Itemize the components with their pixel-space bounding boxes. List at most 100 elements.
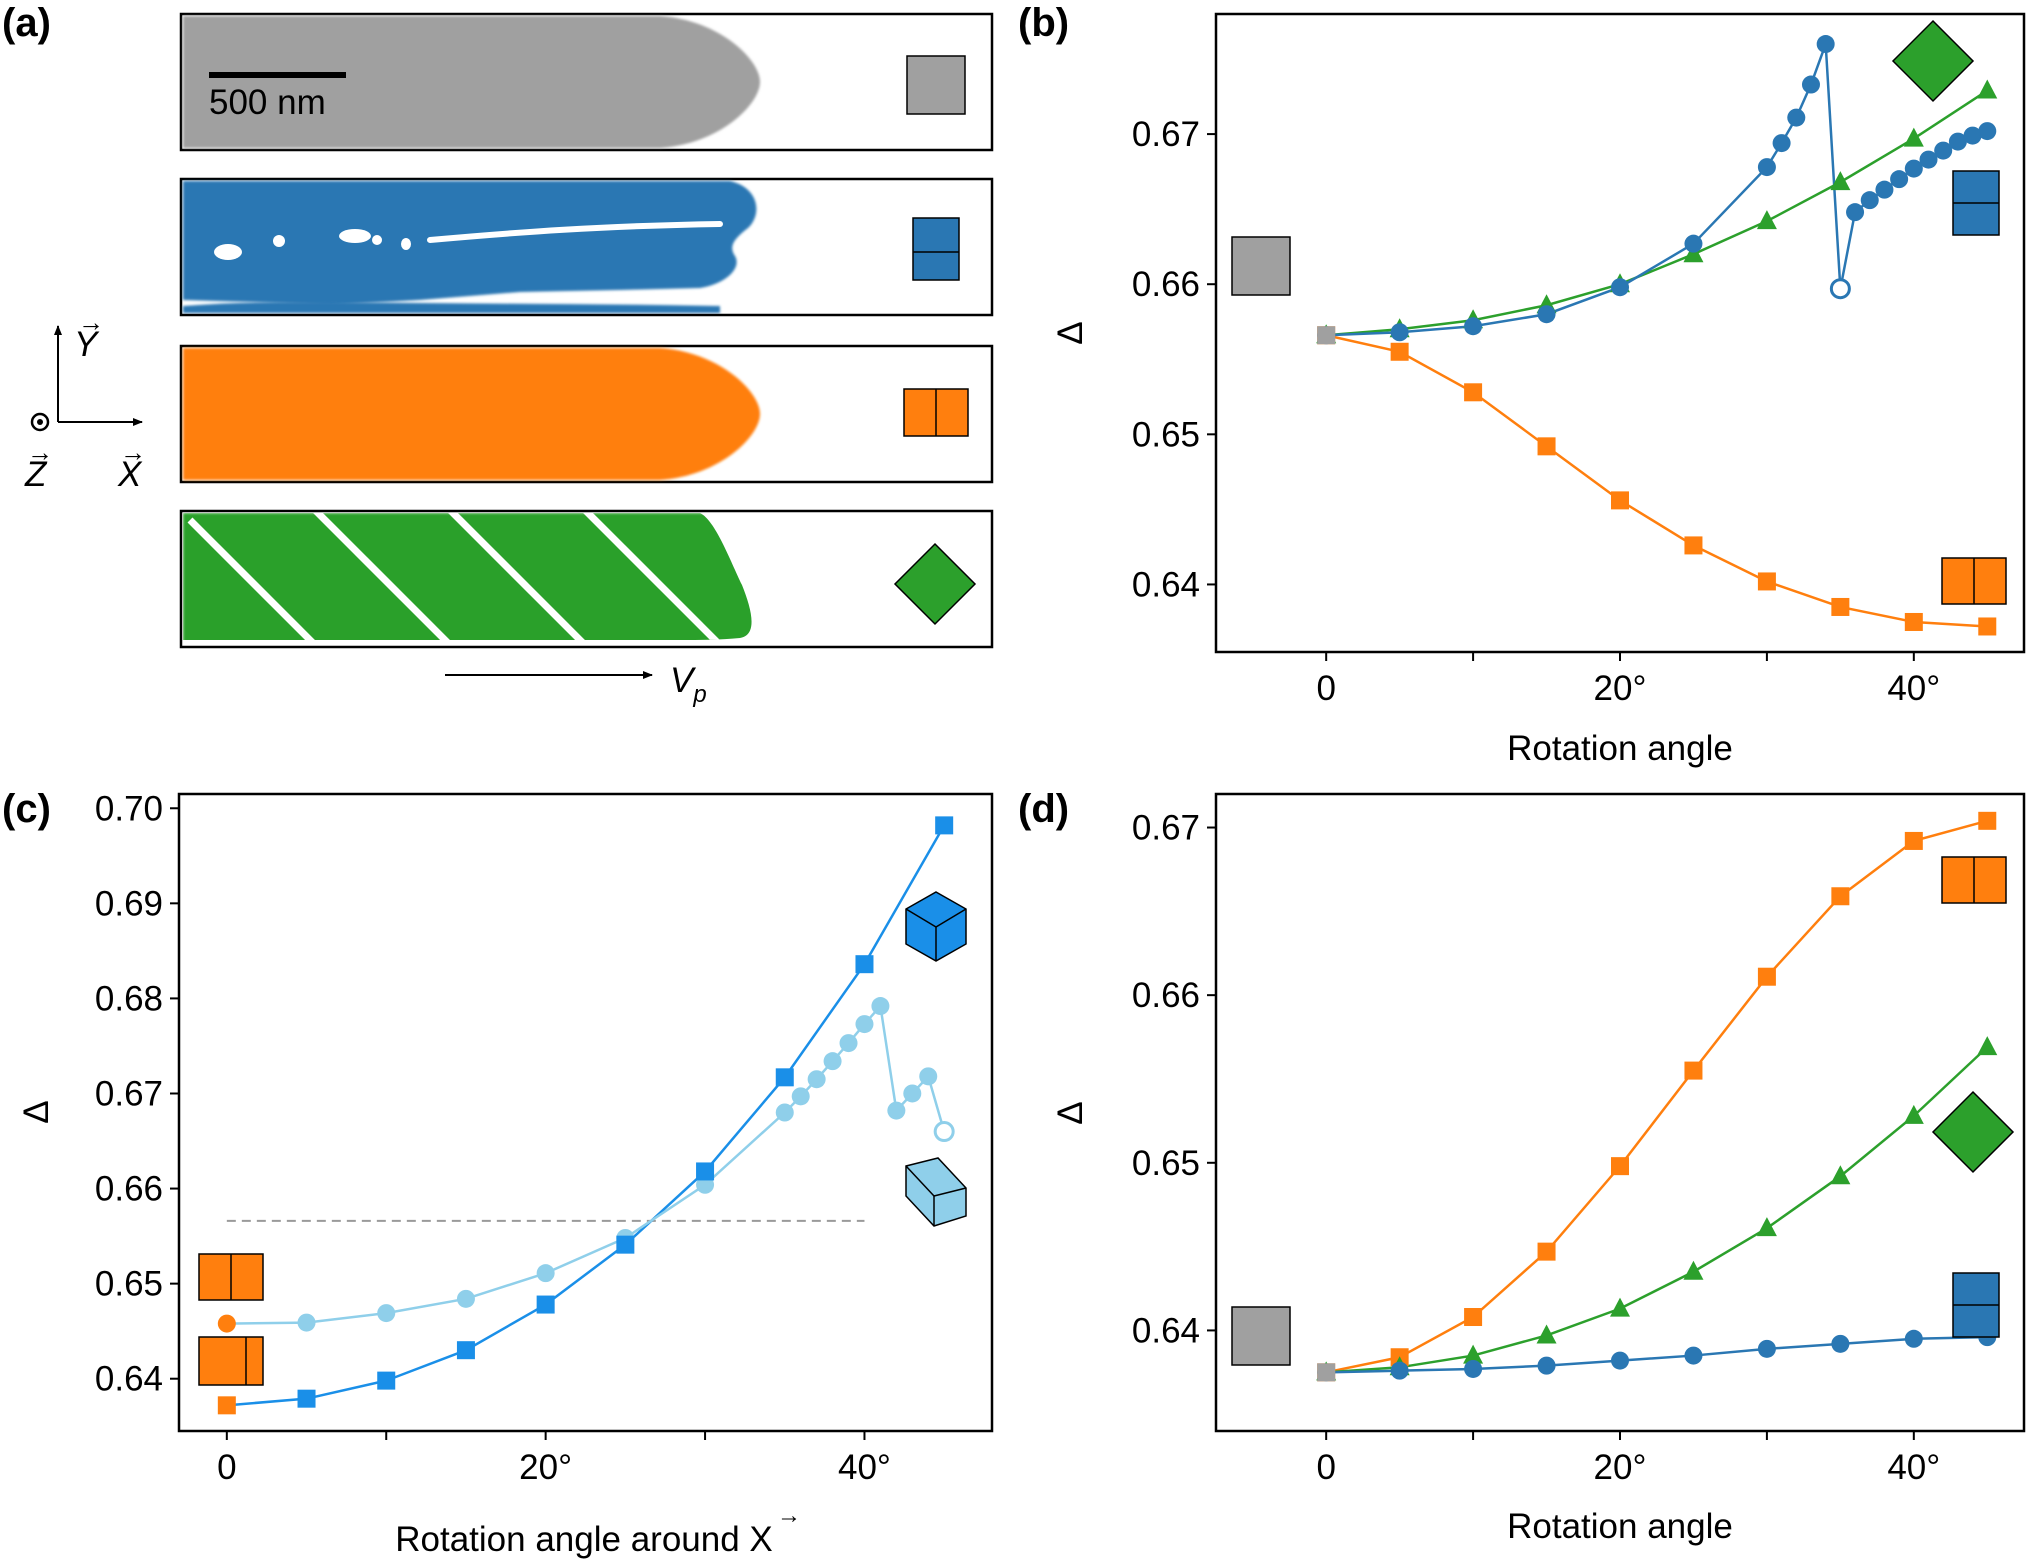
svg-text:→: → [27,437,53,467]
data-point-b-blue [1757,158,1776,177]
blue-domain [183,181,757,305]
data-point-b-orange [1464,383,1483,402]
data-point-d-blue [1757,1339,1776,1358]
data-point-b-orange [1611,491,1629,510]
bright-blue-cube-icon [905,891,967,962]
data-point-c-bright-blue [297,1389,316,1408]
data-point-b-blue [1860,191,1879,210]
y-axis-label-d: Δ [1051,1101,1090,1124]
data-point-b-blue [1787,108,1806,127]
data-point-c-light-blue [887,1101,906,1120]
axis-x-label: X [117,455,143,494]
data-point-d-green [1903,1104,1924,1124]
series-line-d-blue [1326,1335,1988,1374]
data-point-d-green [1683,1260,1704,1280]
y-tick-label-c: 0.66 [95,1170,163,1209]
axis-z-label: Z [24,455,48,494]
data-point-c-light-blue [775,1103,794,1122]
blue-split-square-icon [1952,170,2000,236]
data-point-b-orange [1390,342,1409,361]
data-point-b-green [1683,243,1704,263]
y-tick-label-d: 0.67 [1132,809,1200,848]
data-point-c-bright-blue [456,1341,475,1360]
data-point-d-green [1977,1036,1998,1056]
data-point-b-orange [1757,572,1776,591]
x-axis-label-b: Rotation angle [1507,729,1733,768]
data-point-c-light-blue [933,1121,955,1143]
panel-label-c: (c) [2,787,51,831]
data-point-d-orange [1757,967,1776,986]
data-point-b-orange [1904,612,1923,631]
velocity-label: Vp [670,661,707,708]
data-point-b-blue [1890,170,1909,189]
data-point-c-light-blue [823,1052,842,1071]
data-point-d-green [1610,1297,1630,1317]
green-diamond-icon [893,542,977,626]
start-point-b [1317,326,1336,345]
y-tick-label-c: 0.70 [95,789,163,828]
data-point-d-orange [1464,1308,1483,1327]
start-point-c [217,1314,236,1333]
data-point-b-blue [1919,150,1938,169]
data-point-d-orange [1831,887,1850,906]
panel-label-d: (d) [1018,787,1069,831]
scale-bar-label: 500 nm [209,83,326,122]
data-point-b-blue [1829,278,1851,300]
gray-square-icon [1231,1306,1291,1366]
orange-split-square-icon [1941,557,2007,605]
data-point-d-orange [1978,811,1997,830]
data-point-c-bright-blue [855,955,874,974]
y-tick-label-b: 0.64 [1132,565,1200,604]
y-tick-label-b: 0.66 [1132,265,1200,304]
data-point-d-blue [1464,1359,1483,1378]
data-point-b-blue [1875,180,1894,199]
panel-d: 0.64 0.65 0.66 0.67 0 20° 40° Rotation angle Δ [1051,792,2026,1546]
data-point-b-green [1830,171,1851,191]
x-tick-label-b: 0 [1316,669,1335,708]
data-point-d-orange [1684,1061,1703,1080]
data-point-b-orange [1978,617,1997,636]
velocity-arrow: Vp [445,661,707,708]
light-blue-cube-icon [905,1157,967,1227]
orange-split-square-icon [198,1253,264,1301]
data-point-d-green [1830,1165,1851,1185]
data-point-d-orange [1537,1242,1556,1261]
gray-square-icon [1231,236,1291,296]
svg-text:→: → [78,307,104,337]
data-point-b-orange [1684,536,1703,555]
x-tick-label-c: 0 [217,1448,236,1487]
panel-label-b: (b) [1018,1,1069,45]
y-tick-label-d: 0.65 [1132,1144,1200,1183]
data-point-c-light-blue [807,1070,826,1089]
data-point-d-blue [1684,1346,1703,1365]
data-point-c-bright-blue [536,1295,555,1314]
data-point-d-blue [1904,1329,1923,1348]
data-point-c-light-blue [903,1084,922,1103]
y-tick-label-c: 0.65 [95,1265,163,1304]
gray-square-icon [906,55,966,115]
orange-split-square-icon [903,388,969,437]
data-point-c-light-blue [297,1313,316,1332]
data-point-d-green [1463,1344,1484,1364]
data-point-d-blue [1831,1334,1850,1353]
panel-b: 0.64 0.65 0.66 0.67 0 20° 40° Rotation angle Δ [1051,12,2026,768]
data-point-c-light-blue [839,1034,858,1053]
y-tick-label-d: 0.66 [1132,976,1200,1015]
blue-split-square-icon [912,217,960,281]
data-point-c-light-blue [871,997,890,1016]
data-point-b-blue [1948,132,1967,151]
data-point-b-green [1903,127,1924,147]
data-point-c-light-blue [855,1015,874,1034]
plot-frame-d [1214,792,2026,1433]
y-tick-label-b: 0.65 [1132,415,1200,454]
panel-c: 0.64 0.65 0.66 0.67 0.68 0.69 0.70 0 20° 40° Rota… [17,789,994,1559]
data-point-b-blue [1801,75,1820,94]
x-tick-label-b: 40° [1887,669,1940,708]
svg-text:→: → [120,437,146,467]
blue-split-square-icon [1952,1272,2000,1338]
y-tick-label-c: 0.69 [95,884,163,923]
data-point-b-orange [1831,597,1850,616]
x-tick-label-b: 20° [1594,669,1647,708]
x-tick-label-d: 20° [1594,1448,1647,1487]
